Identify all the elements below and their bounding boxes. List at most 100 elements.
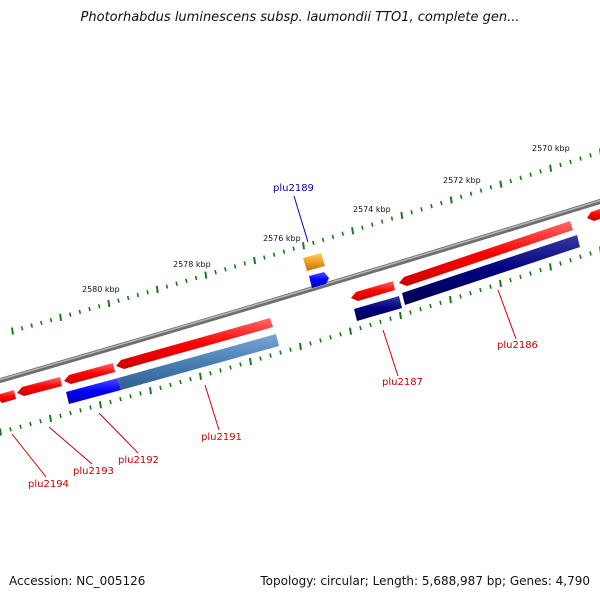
inner-tick — [529, 271, 532, 276]
inner-tick — [209, 371, 212, 376]
inner-tick — [49, 414, 52, 423]
outer-tick — [539, 169, 542, 174]
gene-plu2187-reverse[interactable] — [354, 296, 402, 321]
gene-label-plu2187[interactable]: plu2187 — [382, 377, 423, 388]
gene-plu2191-arrow[interactable] — [116, 318, 273, 369]
gene-plu2192-arrow[interactable] — [64, 363, 115, 384]
outer-tick — [136, 292, 140, 298]
outer-tick — [175, 281, 178, 286]
gene-plu2191-reverse[interactable] — [118, 334, 279, 390]
inner-tick — [389, 316, 392, 321]
gene-label-plu2193[interactable]: plu2193 — [73, 466, 114, 477]
outer-tick — [589, 153, 592, 158]
outer-tick — [243, 261, 247, 266]
outer-tick — [214, 270, 217, 275]
inner-tick — [489, 284, 492, 289]
inner-tick — [19, 424, 22, 429]
inner-tick — [259, 356, 262, 361]
outer-tick — [292, 246, 295, 251]
outer-tick — [185, 278, 188, 284]
inner-tick — [569, 257, 572, 263]
outer-tick — [97, 304, 101, 309]
inner-tick-track — [0, 246, 600, 436]
inner-tick — [299, 342, 302, 351]
outer-tick — [11, 327, 14, 335]
outer-tick — [272, 252, 276, 257]
outer-tick — [302, 242, 305, 250]
outer-tick — [88, 306, 91, 312]
inner-tick — [439, 300, 442, 306]
reverse-strand-genes — [66, 235, 580, 404]
gene-plu2189-orange[interactable] — [303, 253, 325, 271]
inner-tick — [449, 295, 452, 304]
gene-plu2187-arrow[interactable] — [351, 281, 395, 301]
outer-tick — [59, 313, 63, 322]
kbp-label-2578: 2578 kbp — [173, 260, 211, 269]
gene-next-arrow[interactable] — [587, 207, 600, 221]
outer-tick — [430, 203, 433, 209]
gene-label-plu2194[interactable]: plu2194 — [28, 479, 69, 490]
inner-tick — [399, 311, 402, 320]
inner-tick — [309, 341, 312, 346]
outer-tick — [549, 164, 553, 172]
gene-plu2186-arrow[interactable] — [399, 221, 573, 286]
outer-tick — [40, 320, 43, 326]
inner-tick — [379, 319, 382, 325]
outer-tick — [253, 256, 257, 265]
inner-tick — [559, 261, 562, 266]
genome-summary-text: Topology: circular; Length: 5,688,987 bp… — [260, 574, 590, 588]
outer-tick — [469, 191, 473, 196]
outer-tick — [559, 162, 562, 168]
outer-tick — [312, 240, 315, 245]
inner-tick — [499, 279, 502, 288]
kbp-label-2572: 2572 kbp — [443, 176, 481, 185]
inner-tick — [29, 421, 32, 427]
forward-strand-genes — [0, 207, 600, 403]
gene-label-plu2186[interactable]: plu2186 — [497, 340, 538, 351]
outer-tick — [117, 298, 120, 303]
inner-tick — [549, 263, 552, 271]
inner-tick — [409, 310, 412, 315]
inner-tick — [419, 307, 422, 312]
gene-plu2194-arrow[interactable] — [0, 390, 16, 403]
label-leader-lines — [11, 195, 517, 478]
outer-tick — [410, 210, 413, 215]
outer-tick — [49, 317, 53, 323]
inner-tick — [519, 274, 522, 280]
inner-tick — [469, 290, 472, 296]
gene-label-plu2192[interactable]: plu2192 — [118, 455, 159, 466]
outer-tick — [579, 156, 582, 161]
outer-tick — [30, 323, 33, 328]
outer-tick — [351, 227, 355, 235]
outer-tick — [204, 271, 208, 279]
inner-tick — [359, 325, 362, 331]
inner-tick — [109, 399, 112, 405]
inner-tick — [579, 254, 582, 259]
outer-tick — [420, 207, 423, 212]
outer-tick — [233, 264, 237, 269]
outer-tick — [282, 249, 286, 254]
inner-tick — [129, 394, 132, 399]
inner-tick — [269, 353, 272, 358]
inner-tick — [219, 368, 222, 373]
inner-tick — [589, 251, 592, 256]
inner-tick — [99, 401, 102, 409]
outer-tick — [20, 326, 24, 331]
inner-tick — [319, 338, 322, 343]
gene-plu2186-reverse[interactable] — [402, 235, 580, 305]
outer-tick-track — [11, 148, 600, 335]
gene-plu2193-arrow[interactable] — [17, 377, 62, 396]
inner-tick — [249, 357, 252, 366]
outer-tick — [331, 234, 335, 239]
inner-tick — [169, 382, 172, 388]
outer-tick — [489, 185, 493, 190]
gene-plu2189-blue-arrow[interactable] — [309, 272, 329, 288]
inner-tick — [9, 427, 12, 432]
inner-tick — [229, 365, 232, 370]
gene-label-plu2191[interactable]: plu2191 — [201, 432, 242, 443]
gene-label-plu2189[interactable]: plu2189 — [273, 183, 314, 194]
gene-plu2192-reverse[interactable] — [66, 378, 121, 404]
outer-tick — [459, 194, 463, 200]
inner-tick — [539, 267, 542, 273]
